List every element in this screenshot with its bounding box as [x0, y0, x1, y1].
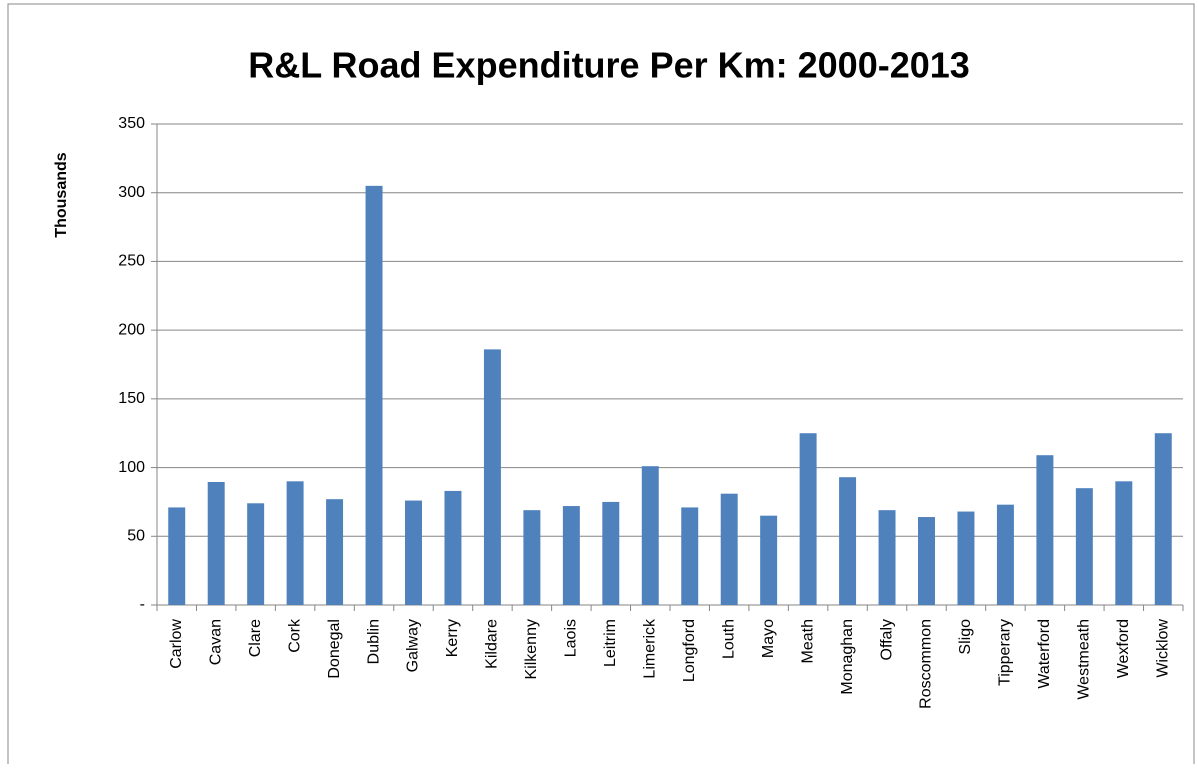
chart-frame — [7, 3, 1195, 769]
x-tick-label: Dublin — [365, 619, 382, 664]
bar — [207, 482, 225, 605]
x-tick-label: Kildare — [484, 619, 501, 669]
bar — [444, 490, 462, 605]
bar — [839, 477, 857, 605]
bar — [168, 507, 186, 605]
x-tick-label: Limerick — [641, 618, 658, 679]
y-tick-label: 200 — [118, 321, 145, 338]
x-tick-label: Mayo — [760, 619, 777, 658]
x-tick-label: Wexford — [1115, 619, 1132, 678]
x-tick-label: Donegal — [326, 619, 343, 679]
y-tick-label: - — [140, 596, 145, 613]
bar — [523, 510, 541, 605]
x-tick-label: Wicklow — [1154, 619, 1171, 678]
chart-title: R&L Road Expenditure Per Km: 2000-2013 — [248, 45, 970, 86]
bar — [365, 185, 383, 606]
bar — [641, 466, 659, 605]
bar — [562, 506, 580, 605]
y-axis-label: Thousands — [53, 152, 70, 237]
y-tick-label: 250 — [118, 253, 145, 270]
x-tick-label: Longford — [681, 619, 698, 682]
x-tick-label: Louth — [720, 619, 737, 659]
x-tick-label: Kilkenny — [523, 619, 540, 679]
y-tick-label: 350 — [118, 115, 145, 132]
x-tick-label: Laois — [563, 619, 580, 657]
x-tick-label: Westmeath — [1076, 619, 1093, 700]
y-tick-label: 50 — [127, 528, 145, 545]
bar — [326, 499, 344, 605]
x-tick-label: Tipperary — [997, 619, 1014, 686]
bar — [878, 510, 896, 605]
x-tick-label: Galway — [405, 619, 422, 672]
x-tick-label: Meath — [799, 619, 816, 663]
bar — [1154, 433, 1172, 605]
bar — [405, 500, 422, 605]
bar — [1075, 488, 1093, 605]
bar — [760, 515, 778, 605]
x-tick-label: Leitrim — [602, 619, 619, 667]
bar — [1036, 455, 1054, 605]
bar — [681, 507, 699, 605]
bar — [1115, 481, 1133, 605]
x-tick-label: Roscommon — [918, 619, 935, 709]
x-tick-label: Offaly — [878, 619, 895, 661]
x-tick-label: Monaghan — [839, 619, 856, 695]
bar — [799, 433, 817, 605]
y-tick-label: 150 — [118, 390, 145, 407]
y-tick-label: 300 — [118, 184, 145, 201]
bar — [247, 503, 265, 605]
y-tick-label: 100 — [118, 459, 145, 476]
bar — [483, 349, 501, 605]
bar — [918, 517, 935, 605]
x-tick-label: Sligo — [957, 619, 974, 655]
x-tick-label: Waterford — [1036, 619, 1053, 689]
bar — [720, 493, 738, 605]
x-tick-label: Kerry — [444, 619, 461, 657]
x-tick-label: Cork — [286, 618, 303, 653]
bar — [996, 504, 1014, 605]
x-tick-label: Clare — [247, 619, 264, 657]
x-tick-label: Carlow — [168, 619, 185, 669]
x-tick-label: Cavan — [207, 619, 224, 665]
bar — [957, 511, 975, 605]
bar — [602, 501, 620, 605]
bar — [286, 481, 304, 605]
